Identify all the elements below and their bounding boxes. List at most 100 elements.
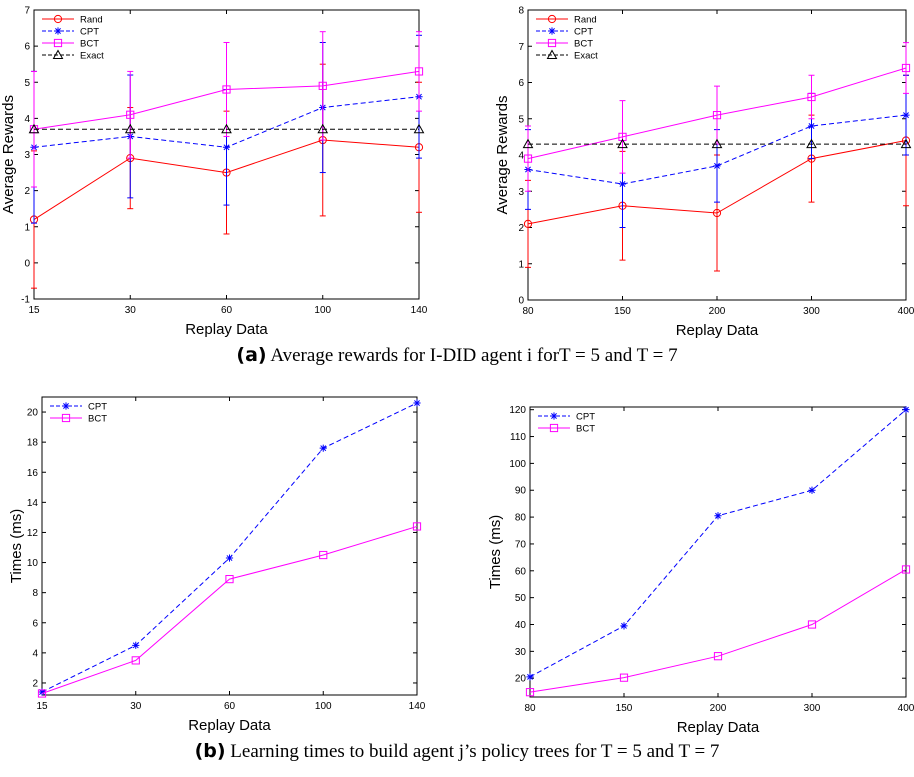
y-tick-label: 20 — [515, 674, 527, 685]
y-tick-label: 16 — [27, 468, 39, 479]
legend-marker — [547, 38, 557, 48]
legend-label: BCT — [80, 39, 99, 50]
y-tick-label: 40 — [515, 620, 527, 631]
caption-b: (b) Learning times to build agent j’s po… — [0, 740, 914, 763]
y-tick-label: -1 — [21, 295, 30, 306]
y-axis-label: Times (ms) — [8, 509, 25, 583]
data-point — [413, 123, 425, 134]
caption-b-text: Learning times to build agent j’s policy… — [230, 741, 720, 762]
data-point — [618, 180, 627, 188]
x-tick-label: 15 — [28, 305, 40, 316]
x-tick-label: 200 — [710, 703, 727, 714]
data-point — [225, 575, 234, 584]
series-line — [33, 70, 420, 130]
data-point — [522, 138, 534, 149]
x-axis-label: Replay Data — [185, 321, 268, 338]
x-tick-label: 400 — [898, 306, 914, 317]
data-point — [126, 110, 135, 119]
y-tick-label: 5 — [24, 78, 30, 89]
chart-a-right: 0 1 2 3 4 5 6 7 8 80 150 200 300 400 Replay Data Averag… — [494, 6, 914, 340]
data-point — [712, 208, 722, 218]
x-tick-label: 150 — [614, 306, 631, 317]
y-tick-label: 7 — [24, 6, 30, 17]
x-tick-label: 140 — [411, 305, 428, 316]
series-cpt — [38, 399, 421, 696]
y-tick-label: 18 — [27, 438, 39, 449]
data-point — [28, 123, 40, 134]
x-tick-label: 300 — [803, 306, 820, 317]
y-tick-label: 30 — [515, 647, 527, 658]
data-point — [714, 512, 722, 520]
y-tick-label: 50 — [515, 593, 527, 604]
caption-a-tag: (a) — [236, 344, 267, 366]
series-line — [527, 140, 907, 225]
data-point — [225, 554, 234, 562]
series-cpt — [526, 406, 910, 681]
legend-label: Exact — [574, 51, 598, 62]
y-tick-label: 2 — [24, 186, 30, 197]
data-point — [318, 81, 327, 90]
legend-label: BCT — [576, 424, 595, 435]
x-tick-label: 80 — [522, 306, 534, 317]
y-tick-label: 10 — [27, 558, 39, 569]
data-point — [620, 622, 628, 630]
y-tick-label: 90 — [515, 486, 527, 497]
data-point — [619, 673, 629, 682]
legend-marker — [53, 38, 63, 48]
legend-marker — [52, 49, 64, 59]
y-tick-label: 5 — [518, 114, 524, 125]
data-point — [131, 656, 140, 665]
data-point — [222, 85, 231, 94]
data-point — [806, 138, 817, 149]
y-tick-label: 1 — [518, 259, 524, 270]
chart-a-left: -1 0 1 2 3 4 5 6 7 15 30 60 100 140 Replay Data Average… — [0, 6, 428, 339]
caption-a-text: Average rewards for I-DID agent i forT =… — [270, 345, 678, 366]
data-point — [902, 111, 910, 119]
data-point — [413, 399, 421, 407]
y-tick-label: 2 — [32, 678, 38, 689]
legend-marker — [548, 27, 556, 35]
data-point — [807, 122, 816, 130]
y-tick-label: 4 — [24, 114, 30, 125]
x-axis-label: Replay Data — [677, 719, 760, 736]
legend-label: Rand — [574, 15, 597, 26]
legend-marker — [54, 27, 62, 35]
series-line — [527, 67, 907, 160]
legend-marker — [550, 412, 558, 420]
legend-marker — [547, 14, 557, 24]
data-point — [807, 620, 817, 629]
x-tick-label: 30 — [130, 701, 142, 712]
legend-marker — [62, 402, 70, 410]
data-point — [221, 123, 232, 134]
data-point — [711, 138, 723, 149]
data-point — [713, 162, 721, 170]
legend-marker — [61, 413, 71, 423]
legend-marker — [546, 49, 558, 59]
data-point — [525, 688, 535, 697]
y-tick-label: 60 — [515, 566, 527, 577]
legend-label: CPT — [88, 402, 107, 413]
caption-a: (a) Average rewards for I-DID agent i fo… — [0, 344, 914, 367]
data-point — [319, 444, 327, 452]
y-tick-label: 2 — [518, 223, 524, 234]
y-tick-label: 6 — [518, 78, 524, 89]
y-tick-label: 7 — [518, 42, 524, 53]
x-tick-label: 300 — [804, 703, 821, 714]
x-axis-label: Replay Data — [188, 717, 271, 734]
x-tick-label: 100 — [314, 305, 331, 316]
data-point — [412, 522, 422, 531]
x-tick-label: 200 — [709, 306, 726, 317]
y-tick-label: 6 — [24, 42, 30, 53]
x-tick-label: 80 — [524, 703, 536, 714]
series-bct — [37, 522, 422, 698]
data-point — [808, 486, 816, 494]
y-tick-label: 70 — [515, 539, 527, 550]
legend-label: Exact — [80, 51, 104, 62]
y-axis-label: Average Rewards — [494, 96, 511, 215]
legend-label: CPT — [80, 27, 99, 38]
data-point — [523, 219, 533, 228]
series-line — [41, 525, 418, 694]
